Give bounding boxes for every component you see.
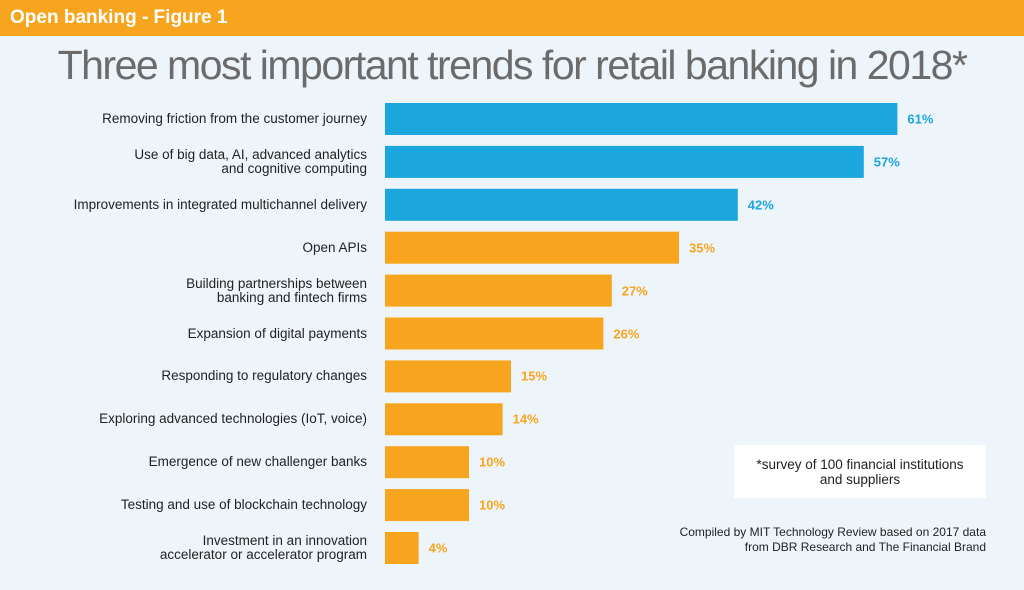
bar bbox=[385, 532, 419, 564]
bar bbox=[385, 274, 612, 307]
value-label: 14% bbox=[512, 411, 539, 427]
bar bbox=[385, 103, 898, 135]
header-title: Open banking - Figure 1 bbox=[10, 7, 228, 28]
value-label: 10% bbox=[479, 497, 506, 513]
bar bbox=[385, 317, 604, 350]
source: Compiled by MIT Technology Review based … bbox=[679, 525, 986, 554]
category-label: Removing friction from the customer jour… bbox=[102, 111, 367, 126]
bar bbox=[385, 231, 679, 264]
bar bbox=[385, 145, 864, 178]
value-label: 15% bbox=[521, 368, 548, 384]
category-label: Improvements in integrated multichannel … bbox=[73, 196, 367, 212]
category-label: Use of big data, AI, advanced analytics … bbox=[134, 146, 367, 176]
bar bbox=[385, 403, 503, 436]
value-label: 57% bbox=[873, 154, 900, 170]
category-label: Building partnerships between banking an… bbox=[186, 275, 367, 305]
value-label: 27% bbox=[621, 283, 648, 299]
bar bbox=[385, 489, 469, 522]
value-label: 10% bbox=[479, 454, 506, 470]
note: *survey of 100 financial institutions an… bbox=[734, 445, 986, 498]
bar bbox=[385, 446, 469, 479]
category-label: Exploring advanced technologies (IoT, vo… bbox=[99, 411, 367, 427]
category-label: Expansion of digital payments bbox=[187, 325, 367, 341]
value-label: 26% bbox=[613, 326, 640, 341]
bar bbox=[385, 360, 511, 393]
header-bar: Open banking - Figure 1 bbox=[0, 0, 1024, 36]
category-label: Open APIs bbox=[302, 239, 367, 255]
value-label: 42% bbox=[747, 197, 774, 213]
category-label: Investment in an innovation accelerator … bbox=[159, 533, 367, 562]
category-label: Emergence of new challenger banks bbox=[148, 454, 367, 470]
value-label: 4% bbox=[428, 540, 448, 556]
chart-title: Three most important trends for retail b… bbox=[57, 42, 968, 88]
value-label: 35% bbox=[689, 240, 716, 256]
category-label: Testing and use of blockchain technology bbox=[120, 497, 367, 513]
bar bbox=[385, 188, 738, 221]
category-label: Responding to regulatory changes bbox=[161, 368, 367, 384]
value-label: 61% bbox=[907, 111, 934, 127]
